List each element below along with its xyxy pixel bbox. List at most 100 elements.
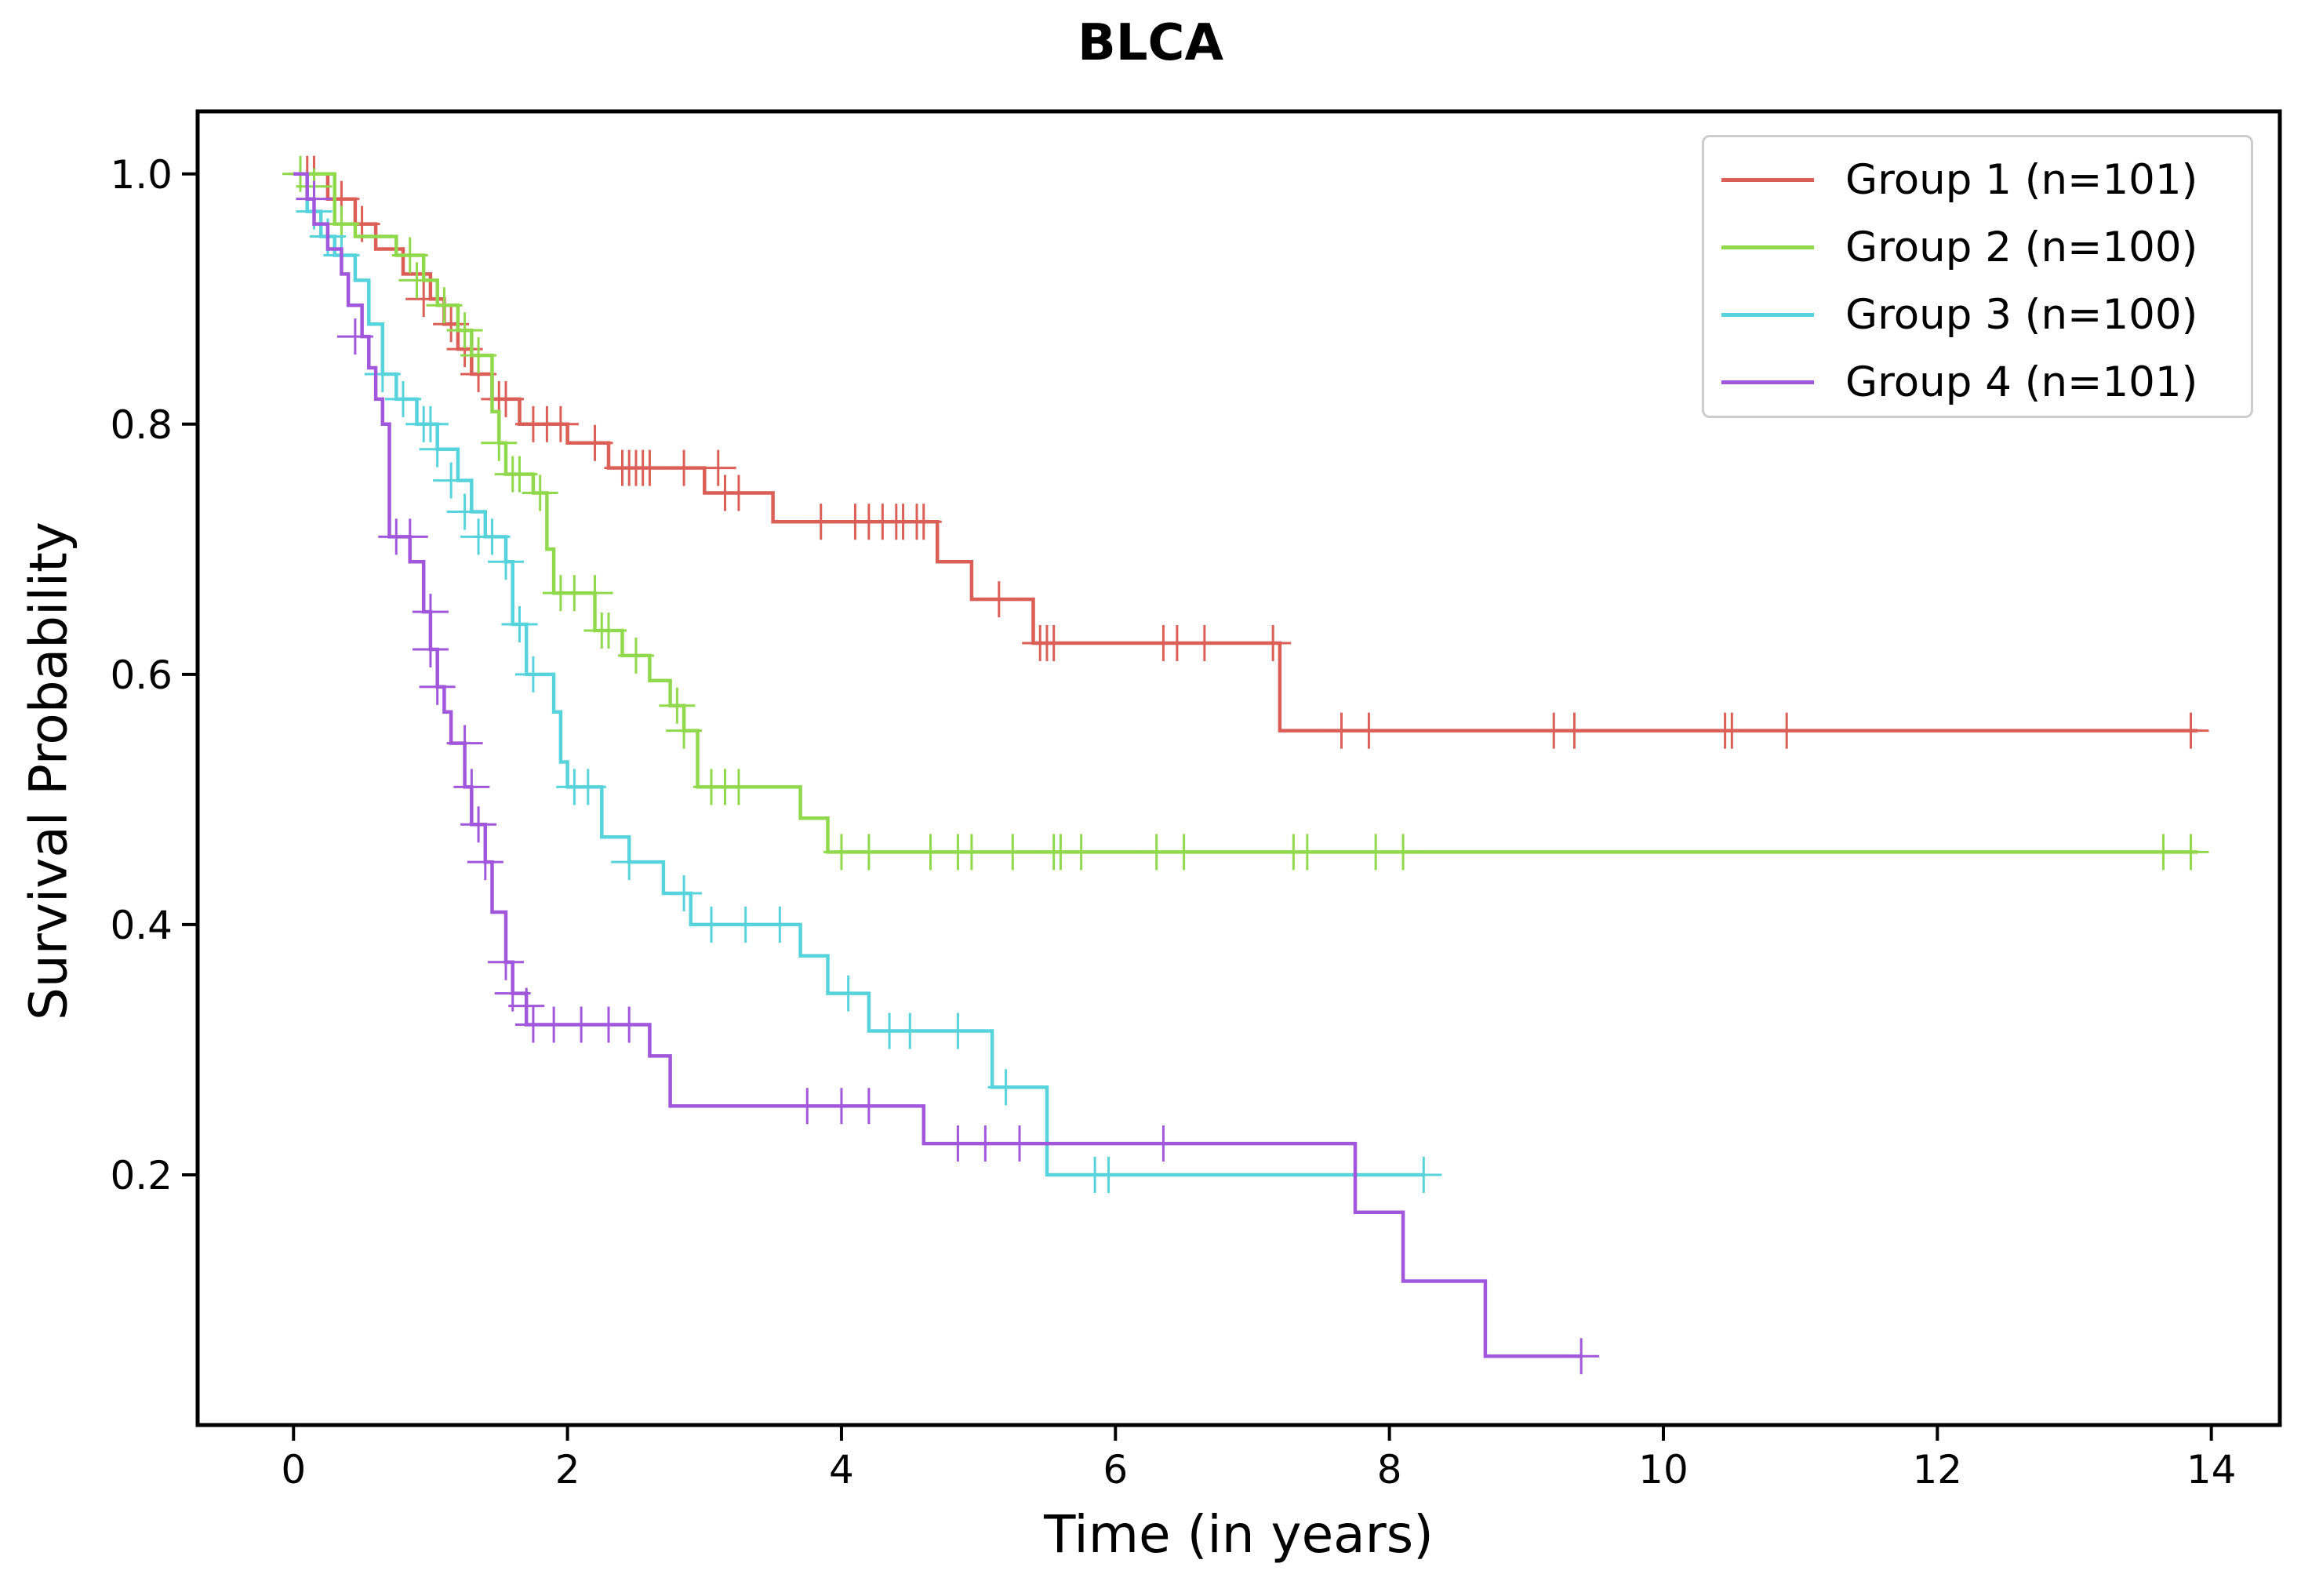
censor-mark xyxy=(481,424,518,461)
censor-mark xyxy=(501,606,538,643)
censor-mark xyxy=(508,987,545,1024)
legend-label-group-2: Group 2 (n=100) xyxy=(1845,223,2198,271)
legend-swatch-group-3 xyxy=(1721,312,1814,317)
censor-mark xyxy=(1063,834,1100,871)
censor-mark xyxy=(385,380,422,417)
censor-mark xyxy=(720,769,757,805)
survival-curve-group-3 xyxy=(293,172,1424,1177)
censor-mark xyxy=(488,943,525,980)
x-axis-label: Time (in years) xyxy=(1044,1504,1434,1565)
censor-mark xyxy=(433,462,470,499)
y-tick-label: 0.2 xyxy=(110,1153,173,1198)
censor-mark xyxy=(720,474,757,511)
legend-item-group-1: Group 1 (n=101) xyxy=(1721,155,2198,204)
censor-mark xyxy=(488,544,525,580)
legend-item-group-2: Group 2 (n=100) xyxy=(1721,224,2197,271)
censor-mark xyxy=(631,449,668,486)
censor-mark xyxy=(364,356,401,392)
censor-mark xyxy=(666,449,703,486)
legend-swatch-group-1 xyxy=(1721,177,1814,182)
censor-mark xyxy=(967,1125,1004,1162)
censor-mark xyxy=(666,712,703,749)
censor-mark xyxy=(501,456,538,493)
y-tick-label: 0.4 xyxy=(110,903,173,948)
censor-mark xyxy=(611,844,648,881)
censor-mark xyxy=(953,834,990,871)
censor-mark xyxy=(850,1088,887,1125)
censor-mark xyxy=(296,180,333,217)
censor-mark xyxy=(1145,1125,1182,1162)
censor-mark xyxy=(994,834,1031,871)
censor-mark xyxy=(446,725,483,762)
censor-mark xyxy=(802,504,839,540)
censor-mark xyxy=(2172,834,2209,871)
censor-mark xyxy=(446,312,483,349)
legend: Group 1 (n=101) Group 2 (n=100) Group 3 … xyxy=(1702,135,2253,418)
legend-label-group-1: Group 1 (n=101) xyxy=(1845,155,2198,204)
censor-mark xyxy=(1563,1338,1600,1375)
plot-frame xyxy=(195,109,2282,1427)
plot-content xyxy=(282,155,2209,1375)
censor-mark xyxy=(412,631,449,667)
censor-mark xyxy=(467,844,503,881)
censor-mark xyxy=(591,613,627,649)
censor-mark xyxy=(522,474,558,511)
censor-mark xyxy=(1405,1156,1442,1193)
series-group-1 xyxy=(289,155,2209,749)
censor-mark xyxy=(426,287,463,324)
legend-item-group-3: Group 3 (n=100) xyxy=(1721,291,2197,339)
censor-mark xyxy=(2172,712,2209,749)
y-tick-label: 0.8 xyxy=(110,402,173,448)
series-group-4 xyxy=(293,172,1600,1375)
censor-mark xyxy=(1714,712,1750,749)
survival-curve-group-4 xyxy=(293,172,1582,1358)
x-tick-label: 2 xyxy=(555,1447,580,1492)
censor-mark xyxy=(433,306,470,343)
censor-mark xyxy=(569,769,606,805)
x-tick-label: 8 xyxy=(1377,1447,1402,1492)
series-group-2 xyxy=(282,155,2209,871)
censor-mark xyxy=(1035,624,1072,661)
censor-mark xyxy=(1186,624,1223,661)
chart-title: BLCA xyxy=(1077,14,1224,72)
censor-mark xyxy=(412,594,449,631)
censor-mark xyxy=(474,518,511,555)
censor-mark xyxy=(1556,712,1593,749)
censor-mark xyxy=(892,1012,929,1049)
censor-mark xyxy=(987,1069,1024,1106)
censor-mark xyxy=(1289,834,1325,871)
censor-mark xyxy=(576,424,613,461)
censor-mark xyxy=(412,405,449,442)
censor-mark xyxy=(391,237,428,274)
censor-mark xyxy=(1350,712,1387,749)
x-axis: 0 2 4 6 8 10 12 14 xyxy=(281,1425,2236,1492)
censor-mark xyxy=(391,518,428,555)
censor-mark xyxy=(700,449,736,486)
x-tick-label: 4 xyxy=(829,1447,854,1492)
censor-mark xyxy=(542,405,579,442)
censor-mark xyxy=(789,1088,826,1125)
y-tick-label: 1.0 xyxy=(110,152,173,198)
x-tick-label: 6 xyxy=(1103,1447,1128,1492)
legend-item-group-4: Group 4 (n=101) xyxy=(1721,358,2197,406)
censor-mark xyxy=(762,906,798,943)
censor-mark xyxy=(611,1006,648,1043)
x-tick-label: 14 xyxy=(2186,1447,2237,1492)
censor-mark xyxy=(514,656,551,693)
censor-mark xyxy=(453,769,490,805)
censor-mark xyxy=(446,493,483,530)
y-tick-label: 0.6 xyxy=(110,653,173,698)
censor-mark xyxy=(1255,624,1292,661)
y-axis: 0.2 0.4 0.6 0.8 1.0 xyxy=(110,152,198,1198)
censor-mark xyxy=(1768,712,1805,749)
censor-mark xyxy=(617,637,654,674)
censor-mark xyxy=(1001,1125,1038,1162)
censor-mark xyxy=(727,906,764,943)
censor-mark xyxy=(460,806,497,843)
x-tick-label: 10 xyxy=(1638,1447,1688,1492)
censor-mark xyxy=(460,337,497,374)
censor-mark xyxy=(850,834,887,871)
censor-mark xyxy=(693,906,730,943)
censor-mark xyxy=(830,975,867,1012)
censor-mark xyxy=(1090,1156,1127,1193)
